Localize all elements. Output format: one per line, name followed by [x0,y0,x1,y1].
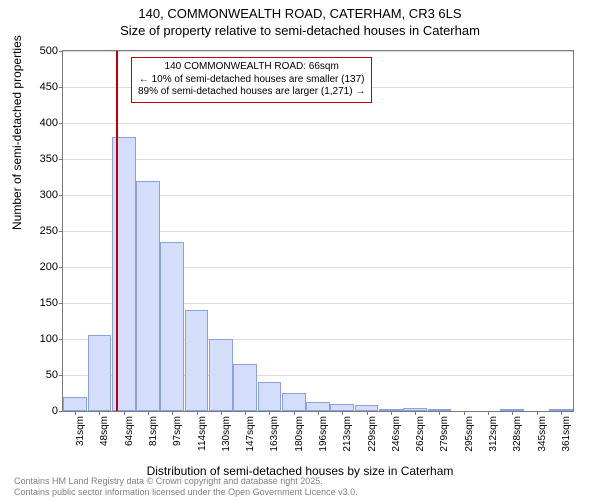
footer-attribution: Contains HM Land Registry data © Crown c… [14,476,358,498]
histogram-bar [209,339,233,411]
y-axis-label: Number of semi-detached properties [10,35,24,230]
ytick-mark [59,339,63,340]
ytick-mark [59,123,63,124]
xtick-label: 345sqm [537,416,548,452]
ytick-label: 50 [46,369,58,381]
histogram-bar [63,397,87,411]
footer-line1: Contains HM Land Registry data © Crown c… [14,476,358,487]
histogram-bar [233,364,257,411]
xtick-label: 114sqm [197,416,208,451]
xtick-label: 97sqm [172,416,183,446]
xtick-mark [245,411,246,415]
histogram-bar [185,310,209,411]
xtick-label: 64sqm [124,416,135,446]
annotation-line1: 140 COMMONWEALTH ROAD: 66sqm [138,61,365,74]
xtick-mark [294,411,295,415]
histogram-bar [258,382,282,411]
ytick-label: 0 [52,405,58,417]
xtick-mark [99,411,100,415]
ytick-mark [59,231,63,232]
xtick-mark [561,411,562,415]
plot-area: 05010015020025030035040045050031sqm48sqm… [62,50,574,412]
property-marker-line [116,51,118,411]
histogram-bar [330,404,354,411]
xtick-mark [342,411,343,415]
ytick-label: 400 [40,117,58,129]
xtick-label: 213sqm [342,416,353,452]
ytick-mark [59,375,63,376]
ytick-mark [59,267,63,268]
ytick-mark [59,303,63,304]
xtick-label: 130sqm [221,416,232,452]
xtick-label: 81sqm [148,416,159,446]
xtick-label: 147sqm [245,416,256,452]
annotation-line2: ← 10% of semi-detached houses are smalle… [138,74,365,87]
xtick-label: 180sqm [294,416,305,452]
histogram-bar [282,393,306,411]
xtick-label: 279sqm [439,416,450,452]
ytick-label: 450 [40,81,58,93]
title-line2: Size of property relative to semi-detach… [0,23,600,40]
histogram-bar [136,181,160,411]
xtick-mark [488,411,489,415]
ytick-label: 150 [40,297,58,309]
ytick-label: 350 [40,153,58,165]
ytick-label: 200 [40,261,58,273]
chart-title: 140, COMMONWEALTH ROAD, CATERHAM, CR3 6L… [0,0,600,40]
xtick-mark [148,411,149,415]
footer-line2: Contains public sector information licen… [14,487,358,498]
annotation-box: 140 COMMONWEALTH ROAD: 66sqm ← 10% of se… [131,57,372,103]
chart-container: 140, COMMONWEALTH ROAD, CATERHAM, CR3 6L… [0,0,600,500]
annotation-line3: 89% of semi-detached houses are larger (… [138,86,365,99]
xtick-label: 31sqm [75,416,86,446]
gridline [63,51,573,52]
ytick-label: 300 [40,189,58,201]
xtick-mark [75,411,76,415]
xtick-label: 262sqm [415,416,426,452]
xtick-mark [512,411,513,415]
ytick-mark [59,195,63,196]
histogram-bar [306,402,330,411]
xtick-mark [537,411,538,415]
xtick-mark [124,411,125,415]
xtick-label: 229sqm [367,416,378,452]
xtick-mark [221,411,222,415]
histogram-bar [160,242,184,411]
xtick-label: 246sqm [391,416,402,452]
xtick-mark [172,411,173,415]
xtick-mark [439,411,440,415]
xtick-label: 295sqm [464,416,475,452]
histogram-bar [88,335,112,411]
xtick-mark [391,411,392,415]
gridline [63,159,573,160]
xtick-mark [464,411,465,415]
xtick-label: 312sqm [488,416,499,452]
xtick-mark [367,411,368,415]
xtick-label: 328sqm [512,416,523,452]
xtick-label: 361sqm [561,416,572,452]
xtick-mark [197,411,198,415]
xtick-label: 48sqm [99,416,110,446]
xtick-mark [415,411,416,415]
ytick-label: 100 [40,333,58,345]
ytick-mark [59,159,63,160]
ytick-mark [59,87,63,88]
ytick-mark [59,411,63,412]
ytick-mark [59,51,63,52]
ytick-label: 250 [40,225,58,237]
xtick-mark [269,411,270,415]
xtick-label: 163sqm [269,416,280,452]
title-line1: 140, COMMONWEALTH ROAD, CATERHAM, CR3 6L… [0,6,600,23]
ytick-label: 500 [40,45,58,57]
gridline [63,123,573,124]
xtick-label: 196sqm [318,416,329,452]
xtick-mark [318,411,319,415]
